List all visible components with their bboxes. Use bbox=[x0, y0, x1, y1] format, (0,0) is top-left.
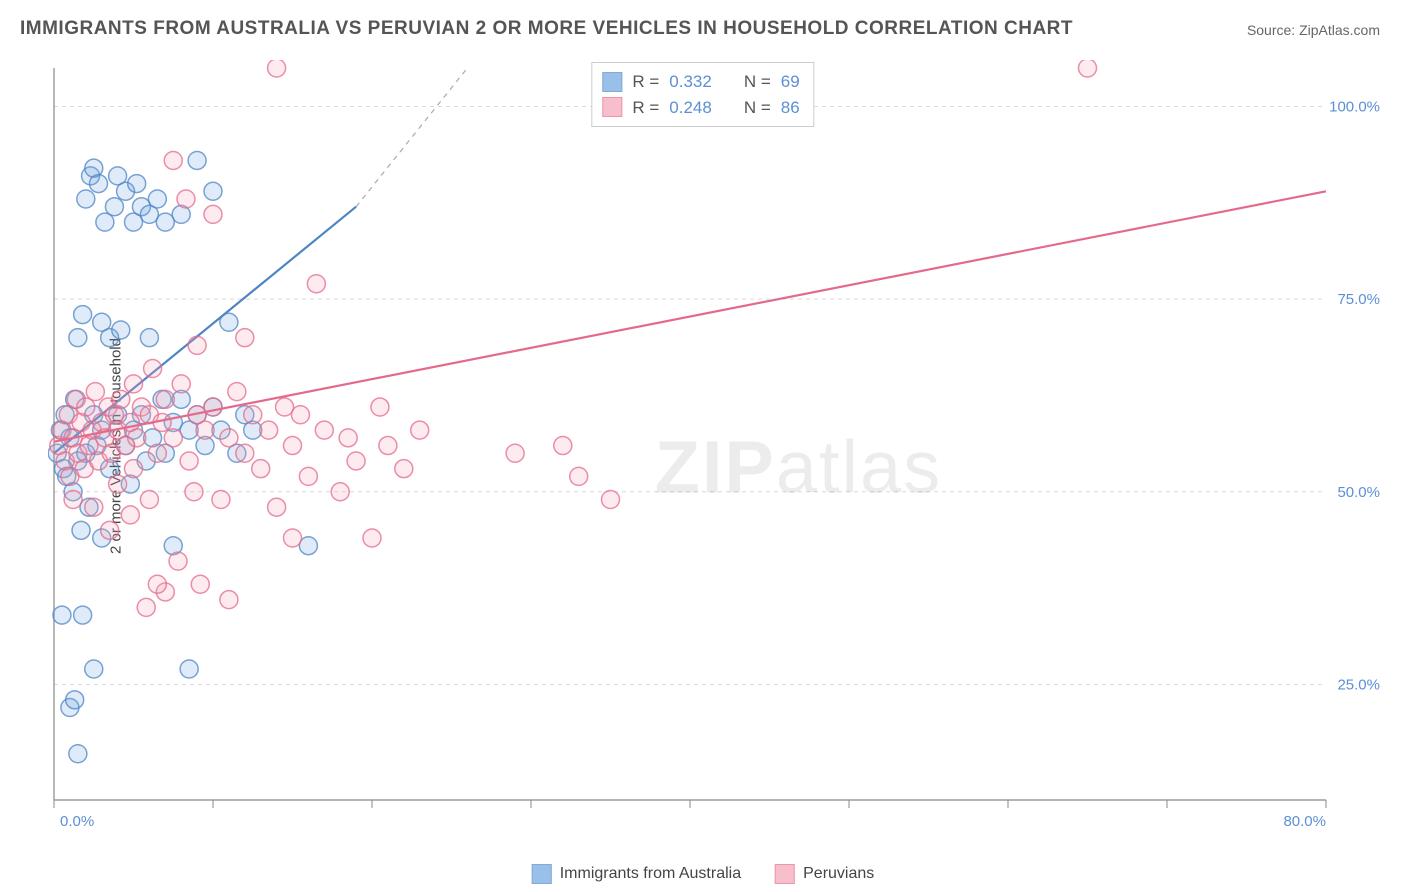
r-label: R = bbox=[632, 69, 659, 95]
swatch-australia bbox=[532, 864, 552, 884]
chart-area: 25.0% 50.0% 75.0% 100.0% ZIPatlas 0.0% 80.0% bbox=[48, 60, 1388, 832]
n-value-1: 86 bbox=[781, 95, 800, 121]
legend-item-0: Immigrants from Australia bbox=[532, 864, 741, 884]
r-label: R = bbox=[632, 95, 659, 121]
source-attribution: Source: ZipAtlas.com bbox=[1247, 22, 1380, 38]
svg-text:ZIPatlas: ZIPatlas bbox=[655, 425, 942, 508]
n-label: N = bbox=[744, 95, 771, 121]
legend-label-1: Peruvians bbox=[803, 865, 874, 883]
source-link[interactable]: ZipAtlas.com bbox=[1299, 22, 1380, 38]
series-legend: Immigrants from Australia Peruvians bbox=[532, 864, 875, 884]
r-legend-row-0: R = 0.332 N = 69 bbox=[602, 69, 799, 95]
r-value-0: 0.332 bbox=[669, 69, 712, 95]
r-legend-row-1: R = 0.248 N = 86 bbox=[602, 95, 799, 121]
swatch-peruvian bbox=[775, 864, 795, 884]
svg-text:0.0%: 0.0% bbox=[60, 813, 94, 830]
legend-item-1: Peruvians bbox=[775, 864, 874, 884]
scatter-chart: 25.0% 50.0% 75.0% 100.0% ZIPatlas 0.0% 80.0% bbox=[48, 60, 1388, 832]
n-value-0: 69 bbox=[781, 69, 800, 95]
svg-text:25.0%: 25.0% bbox=[1337, 676, 1380, 693]
svg-text:50.0%: 50.0% bbox=[1337, 484, 1380, 501]
legend-label-0: Immigrants from Australia bbox=[560, 865, 741, 883]
source-prefix: Source: bbox=[1247, 22, 1299, 38]
svg-text:75.0%: 75.0% bbox=[1337, 291, 1380, 308]
correlation-legend: R = 0.332 N = 69 R = 0.248 N = 86 bbox=[591, 62, 814, 127]
swatch-peruvian bbox=[602, 97, 622, 117]
r-value-1: 0.248 bbox=[669, 95, 712, 121]
chart-title: IMMIGRANTS FROM AUSTRALIA VS PERUVIAN 2 … bbox=[20, 18, 1073, 40]
swatch-australia bbox=[602, 72, 622, 92]
svg-text:100.0%: 100.0% bbox=[1329, 99, 1380, 116]
svg-text:80.0%: 80.0% bbox=[1283, 813, 1326, 830]
n-label: N = bbox=[744, 69, 771, 95]
